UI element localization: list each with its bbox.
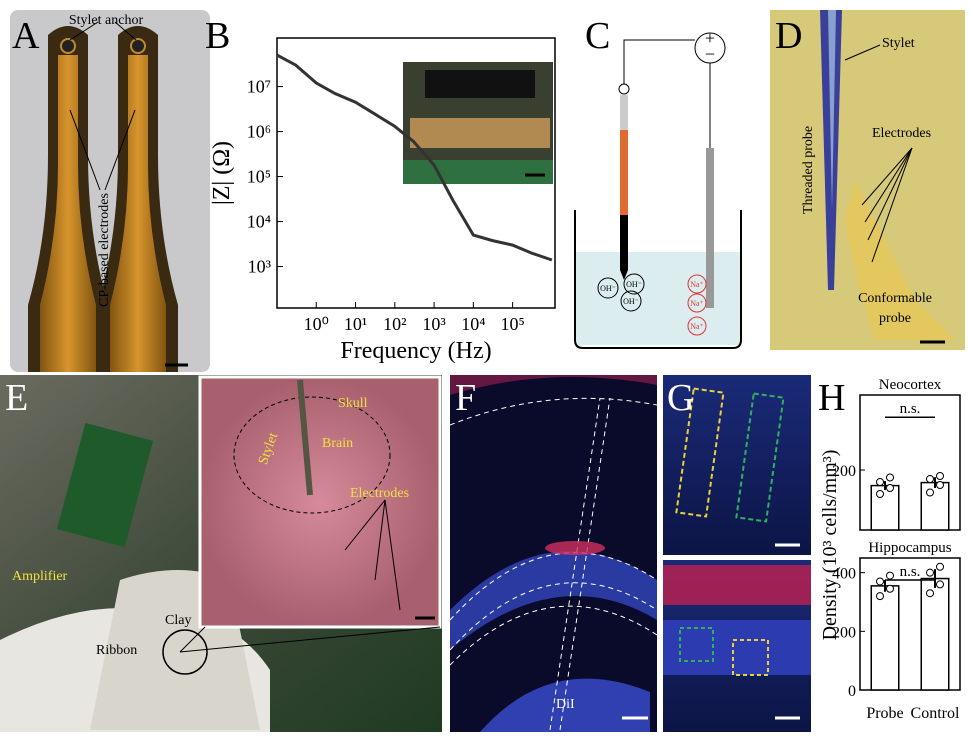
panel-b-inset <box>403 62 553 184</box>
ion: OH⁻ <box>626 280 642 289</box>
panel-label: C <box>585 15 610 57</box>
data-point <box>927 569 934 576</box>
panel-e-image <box>0 375 442 732</box>
y-axis-label: |Z| (Ω) <box>209 141 235 205</box>
panel-g-image <box>663 375 811 732</box>
x-tick-label: 10⁴ <box>461 314 485 334</box>
chart-title: Hippocampus <box>868 540 951 556</box>
ion: Na⁺ <box>690 299 704 308</box>
bar <box>871 486 899 530</box>
panel-label: H <box>818 377 845 419</box>
data-point <box>887 585 894 592</box>
x-tick-label: 10³ <box>422 314 446 334</box>
x-tick-label: 10¹ <box>344 314 367 334</box>
x-tick-label: Control <box>911 705 960 722</box>
annotation: Stylet <box>882 36 915 51</box>
annotation: Stylet anchor <box>69 13 144 28</box>
data-point <box>877 578 884 585</box>
data-point <box>937 473 944 480</box>
panel-label: F <box>455 377 476 419</box>
annotation: Brain <box>322 436 353 451</box>
data-point <box>937 482 944 489</box>
data-point <box>887 572 894 579</box>
panel-c-schematic <box>575 33 741 348</box>
data-point <box>877 491 884 498</box>
panel-label: G <box>667 377 694 419</box>
annotation: Electrodes <box>872 126 931 141</box>
x-tick-label: 10⁵ <box>500 314 524 334</box>
annotation: probe <box>879 311 911 326</box>
x-tick-label: Probe <box>866 705 903 722</box>
data-point <box>937 563 944 570</box>
y-tick-label: 0 <box>848 683 856 700</box>
data-point <box>887 474 894 481</box>
y-tick-label: 10⁶ <box>247 122 271 142</box>
panel-label: E <box>5 377 28 419</box>
significance-label: n.s. <box>900 401 921 417</box>
y-tick-label: 10³ <box>248 257 272 277</box>
data-point <box>877 479 884 486</box>
y-tick-label: 10⁵ <box>247 167 271 187</box>
x-tick-label: 10⁰ <box>304 314 329 334</box>
bar <box>921 579 949 690</box>
bar <box>871 586 899 690</box>
ion: OH⁻ <box>623 297 639 306</box>
annotation: Skull <box>338 396 368 411</box>
significance-label: n.s. <box>900 564 921 580</box>
x-tick-label: 10² <box>383 314 406 334</box>
panel-label: A <box>12 15 40 57</box>
data-point <box>927 590 934 597</box>
ion: Na⁺ <box>690 322 704 331</box>
battery-sign: − <box>705 44 715 64</box>
annotation: DiI <box>556 697 575 712</box>
y-tick-label: 10⁴ <box>247 212 271 232</box>
ion: Na⁺ <box>690 280 704 289</box>
x-axis-label: Frequency (Hz) <box>340 338 491 364</box>
data-point <box>877 593 884 600</box>
panel-label: B <box>205 15 230 57</box>
annotation: CP-based electrodes <box>97 193 112 307</box>
annotation: Conformable <box>858 291 932 306</box>
annotation: Electrodes <box>350 486 409 501</box>
panel-label: D <box>775 15 802 57</box>
panel-f-image <box>450 375 657 732</box>
data-point <box>887 485 894 492</box>
data-point <box>927 476 934 483</box>
panel-a-image <box>10 10 210 372</box>
chart-title: Neocortex <box>879 377 942 393</box>
y-tick-label: 10⁷ <box>247 77 271 97</box>
figure: A B C D E F G H Stylet anchor CP-based e… <box>0 0 970 734</box>
bar <box>921 483 949 530</box>
data-point <box>927 489 934 496</box>
annotation: Threaded probe <box>801 126 816 214</box>
y-axis-label: Density (10³ cells/mm³) <box>819 450 841 641</box>
annotation: Amplifier <box>12 569 68 584</box>
annotation: Ribbon <box>96 643 137 658</box>
annotation: Clay <box>165 613 191 628</box>
page: {"panel_labels": ["A", "B", "C", "D", "E… <box>0 0 970 734</box>
ion: OH⁻ <box>600 284 616 293</box>
data-point <box>937 581 944 588</box>
